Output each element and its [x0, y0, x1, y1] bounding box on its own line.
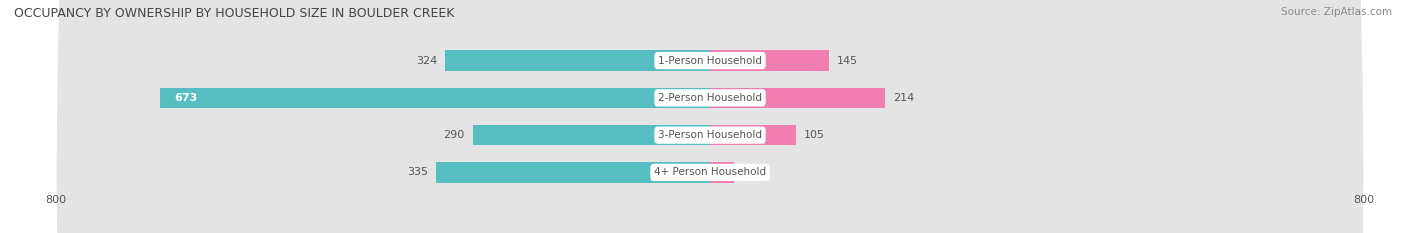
- Text: 324: 324: [416, 56, 437, 65]
- FancyBboxPatch shape: [53, 0, 1367, 233]
- Text: 673: 673: [174, 93, 198, 103]
- Bar: [710, 88, 884, 108]
- Text: 1-Person Household: 1-Person Household: [658, 56, 762, 65]
- Text: 214: 214: [893, 93, 914, 103]
- Bar: [710, 125, 796, 145]
- Text: 145: 145: [837, 56, 858, 65]
- Text: 290: 290: [444, 130, 465, 140]
- Bar: [472, 125, 710, 145]
- FancyBboxPatch shape: [53, 0, 1367, 233]
- Text: OCCUPANCY BY OWNERSHIP BY HOUSEHOLD SIZE IN BOULDER CREEK: OCCUPANCY BY OWNERSHIP BY HOUSEHOLD SIZE…: [14, 7, 454, 20]
- Text: Source: ZipAtlas.com: Source: ZipAtlas.com: [1281, 7, 1392, 17]
- Bar: [436, 162, 710, 183]
- Text: 2-Person Household: 2-Person Household: [658, 93, 762, 103]
- Bar: [160, 88, 710, 108]
- FancyBboxPatch shape: [53, 0, 1367, 233]
- Bar: [710, 50, 828, 71]
- FancyBboxPatch shape: [53, 0, 1367, 233]
- Bar: [710, 162, 734, 183]
- Text: 335: 335: [408, 168, 427, 177]
- Bar: [446, 50, 710, 71]
- Text: 4+ Person Household: 4+ Person Household: [654, 168, 766, 177]
- Text: 29: 29: [742, 168, 756, 177]
- Text: 105: 105: [804, 130, 825, 140]
- Text: 3-Person Household: 3-Person Household: [658, 130, 762, 140]
